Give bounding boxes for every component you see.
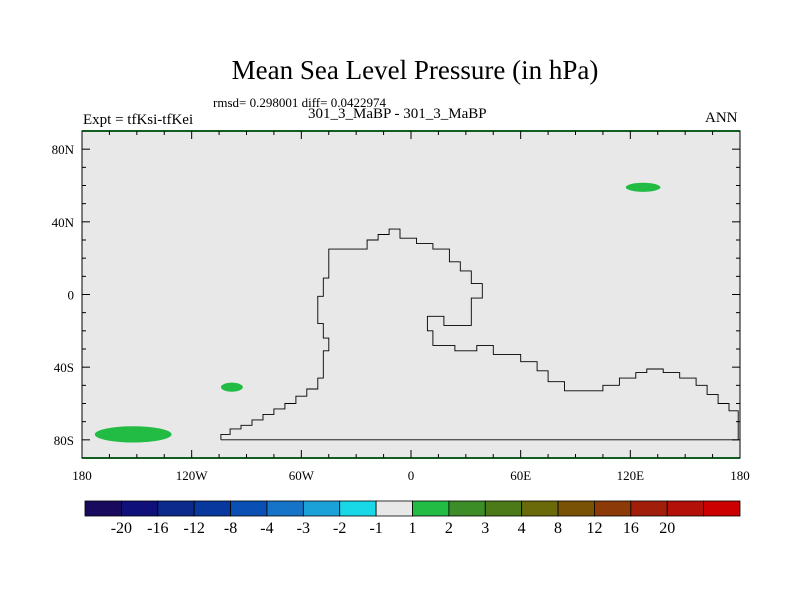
colorbar-box	[157, 500, 195, 517]
x-tick-label: 180	[72, 468, 92, 483]
colorbar-box	[193, 500, 231, 517]
chart-title: Mean Sea Level Pressure (in hPa)	[231, 55, 599, 85]
colorbar-label: -12	[184, 520, 205, 537]
y-tick-label: 40N	[52, 215, 75, 230]
y-tick-label: 80S	[54, 433, 74, 448]
stats-line: rmsd= 0.298001 diff= 0.0422974	[213, 95, 386, 110]
colorbar-label: -4	[260, 520, 273, 537]
colorbar-label: 1	[409, 520, 417, 537]
colorbar-label: 16	[623, 520, 639, 537]
colorbar-label: -1	[369, 520, 382, 537]
colorbar-box	[630, 500, 668, 517]
colorbar-label: 3	[481, 520, 489, 537]
comparison-label: 301_3_MaBP - 301_3_MaBP	[308, 106, 487, 122]
colorbar-box	[484, 500, 523, 517]
colorbar-box	[339, 500, 377, 517]
colorbar-box	[412, 500, 450, 517]
colorbar-label: 8	[554, 520, 562, 537]
continent-outline	[220, 228, 739, 441]
colorbar-label: -20	[111, 520, 132, 537]
y-tick-label: 0	[68, 288, 75, 303]
x-tick-label: 120W	[176, 468, 209, 483]
colorbar-label: -3	[297, 520, 310, 537]
south-pacific-patch	[220, 382, 243, 392]
colorbar-box	[266, 500, 304, 517]
southern-ocean-patch	[94, 426, 172, 443]
x-tick-label: 60W	[289, 468, 315, 483]
x-tick-label: 180	[730, 468, 750, 483]
experiment-label: Expt = tfKsi-tfKei	[83, 112, 194, 128]
colorbar-label: 12	[586, 520, 602, 537]
colorbar-box	[120, 500, 159, 517]
season-label: ANN	[705, 110, 738, 126]
x-tick-label: 120E	[617, 468, 645, 483]
colorbar-box	[521, 500, 559, 517]
colorbar-box	[375, 500, 413, 517]
colorbar-label: 4	[518, 520, 526, 537]
north-pacific-patch	[625, 182, 661, 192]
y-tick-label: 80N	[52, 142, 75, 157]
x-tick-label: 60E	[510, 468, 531, 483]
colorbar-box	[557, 500, 595, 517]
colorbar-label: -8	[224, 520, 237, 537]
colorbar-label: -16	[147, 520, 168, 537]
colorbar-label: 20	[659, 520, 675, 537]
colorbar-label: 2	[445, 520, 453, 537]
colorbar-box	[448, 500, 486, 517]
colorbar-box	[666, 500, 705, 517]
y-tick-label: 40S	[54, 360, 74, 375]
colorbar-box	[302, 500, 341, 517]
colorbar-box	[703, 500, 741, 517]
x-tick-label: 0	[408, 468, 415, 483]
colorbar-label: -2	[333, 520, 346, 537]
colorbar-box	[84, 500, 122, 517]
colorbar-box	[230, 500, 268, 517]
colorbar-box	[594, 500, 632, 517]
map-background	[82, 131, 740, 458]
